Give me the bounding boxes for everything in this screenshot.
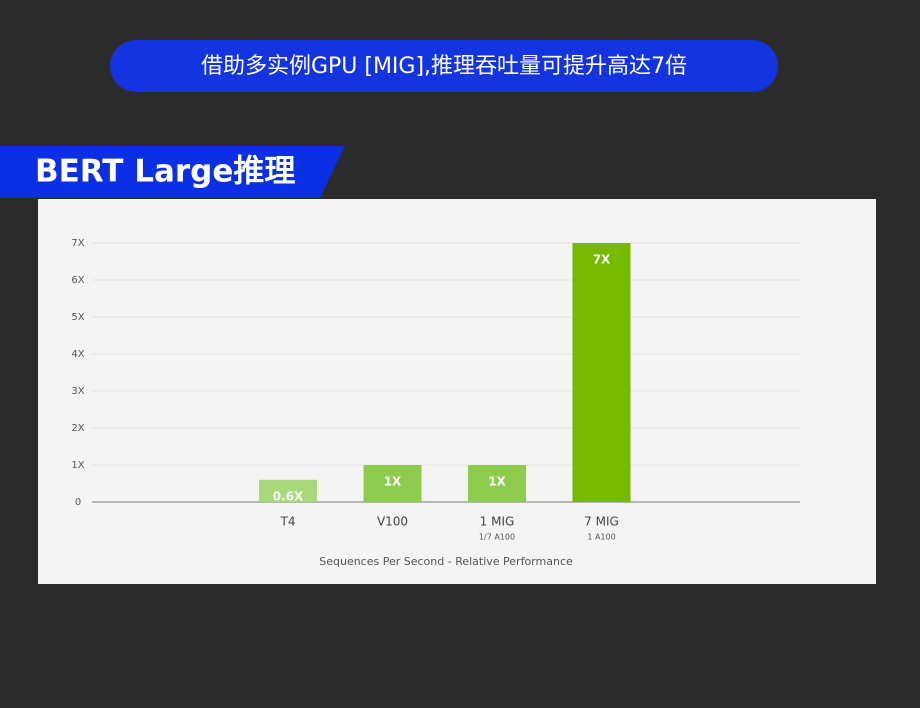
x-tick-label: V100 <box>377 515 408 529</box>
y-tick-label: 2X <box>71 423 84 434</box>
bar <box>259 479 317 502</box>
bar <box>572 243 631 502</box>
y-tick-label: 5X <box>71 312 84 323</box>
y-tick-label: 0 <box>75 497 81 508</box>
y-tick-label: 3X <box>71 386 84 397</box>
value-label: 7X <box>593 253 611 267</box>
section-title: BERT Large推理 <box>35 154 295 190</box>
value-label: 0.6X <box>273 489 304 503</box>
bar <box>468 465 526 502</box>
banner-pill <box>110 40 778 92</box>
y-tick-label: 7X <box>71 238 84 249</box>
section-tab <box>0 146 345 198</box>
y-tick-label: 1X <box>71 460 84 471</box>
y-tick-label: 6X <box>71 275 84 286</box>
bar <box>363 465 422 502</box>
x-tick-label: 1 MIG <box>480 515 515 529</box>
value-label: 1X <box>384 475 402 489</box>
x-tick-sublabel: 1/7 A100 <box>479 533 515 542</box>
x-axis-label: Sequences Per Second - Relative Performa… <box>319 555 573 568</box>
value-label: 1X <box>488 475 506 489</box>
plot: 0 1X 2X 3X 4X 5X 6X 7X T4 0.6X V100 1X 1 MIG 1/7 A100… <box>71 238 800 568</box>
x-tick-label: 7 MIG <box>584 515 619 529</box>
x-tick-label: T4 <box>280 515 296 529</box>
x-tick-sublabel: 1 A100 <box>587 533 615 542</box>
banner-text: 借助多实例GPU [MIG],推理吞吐量可提升高达7倍 <box>201 54 687 79</box>
y-tick-label: 4X <box>71 349 84 360</box>
